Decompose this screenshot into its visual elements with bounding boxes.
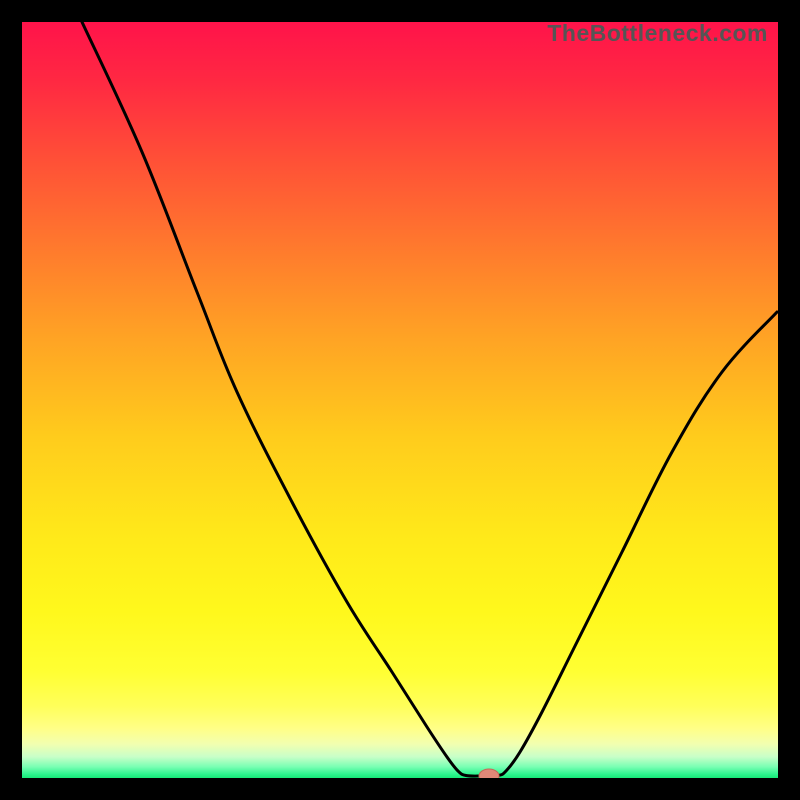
minimum-marker bbox=[479, 769, 499, 778]
plot-area: TheBottleneck.com bbox=[22, 22, 778, 778]
watermark-text: TheBottleneck.com bbox=[547, 20, 768, 47]
curve-layer bbox=[22, 22, 778, 778]
chart-container: TheBottleneck.com bbox=[0, 0, 800, 800]
bottleneck-curve bbox=[82, 22, 777, 776]
